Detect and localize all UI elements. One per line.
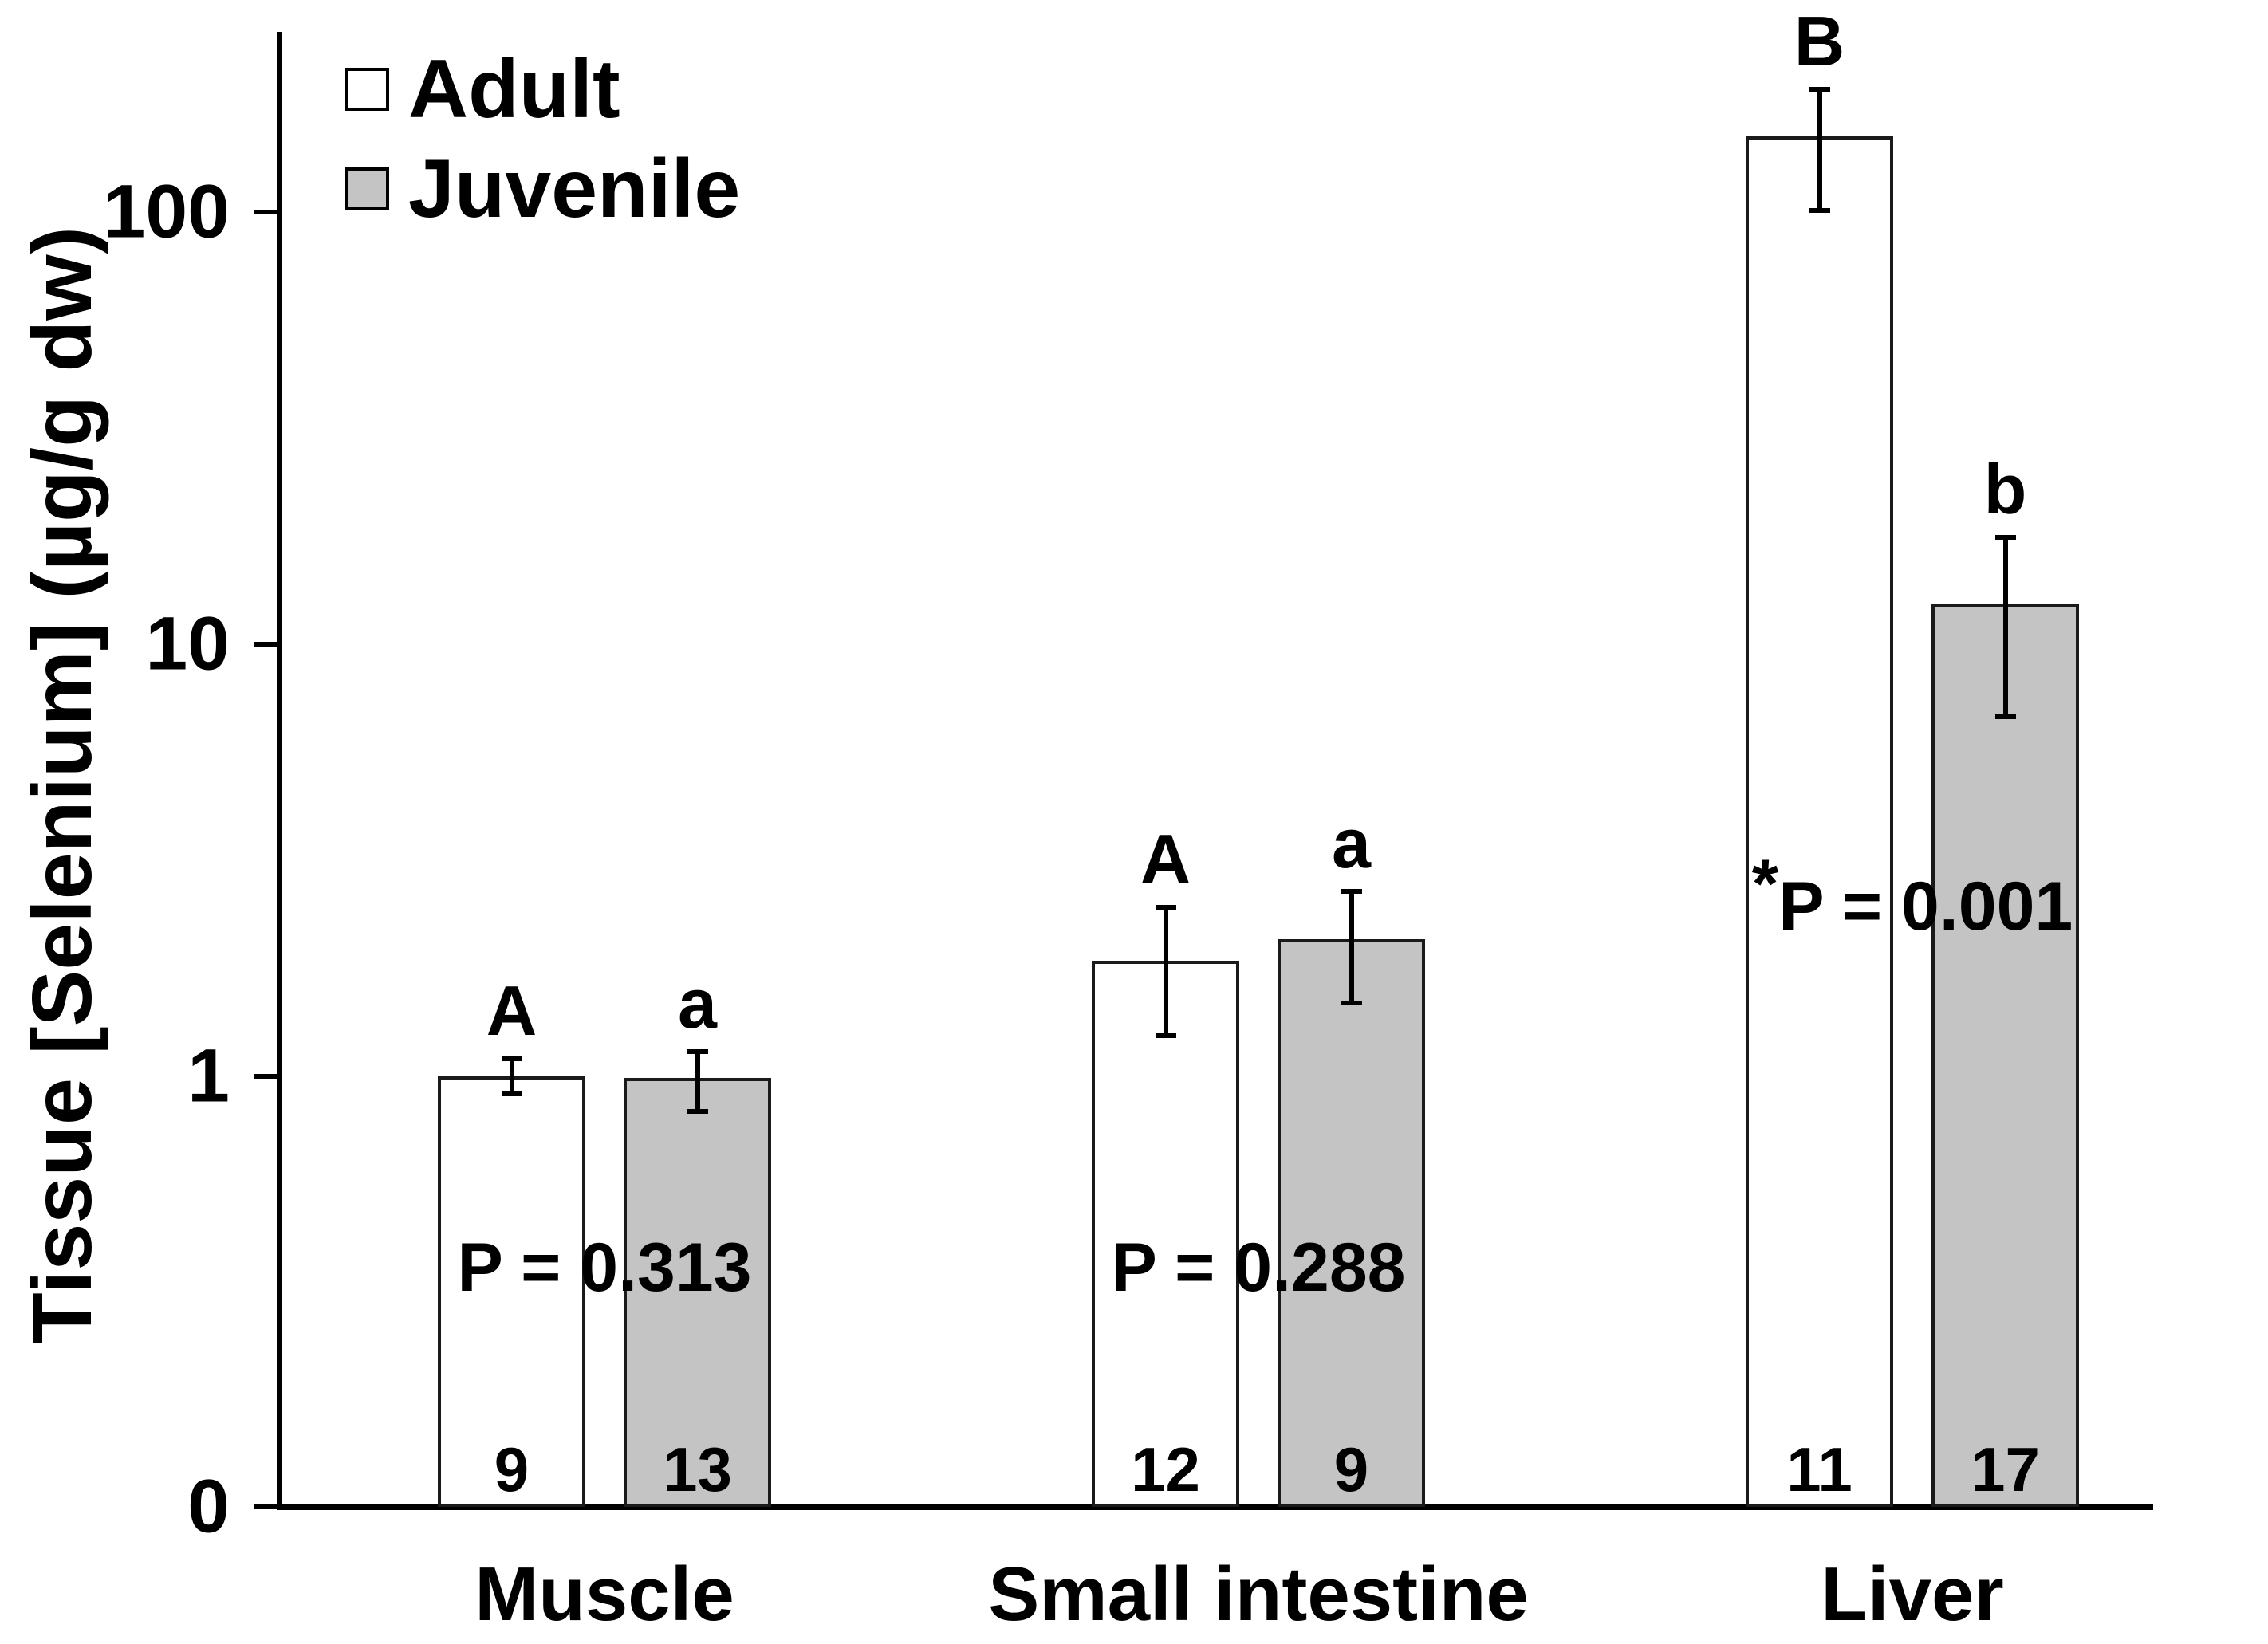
error-bar-cap-top bbox=[1341, 888, 1362, 894]
significance-letter: a bbox=[678, 964, 717, 1044]
p-value-label: P = 0.288 bbox=[1111, 1233, 1405, 1302]
x-category-label: Liver bbox=[1821, 1552, 2004, 1637]
y-tick bbox=[254, 1504, 277, 1509]
legend-swatch-juvenile bbox=[345, 167, 389, 210]
error-bar-cap-bottom bbox=[501, 1091, 522, 1097]
significance-letter: a bbox=[1332, 803, 1371, 883]
bar-adult-1 bbox=[1092, 961, 1239, 1507]
p-value-text: P = 0.001 bbox=[1778, 868, 2073, 945]
y-tick-label: 0 bbox=[187, 1464, 230, 1549]
error-bar-cap-top bbox=[687, 1049, 708, 1055]
bar-adult-2 bbox=[1746, 136, 1893, 1507]
p-value-text: P = 0.313 bbox=[457, 1229, 752, 1306]
significance-letter: A bbox=[1140, 820, 1191, 899]
sample-size: 9 bbox=[494, 1434, 530, 1504]
sample-size: 12 bbox=[1131, 1434, 1200, 1504]
x-category-label: Muscle bbox=[474, 1552, 734, 1637]
sample-size: 11 bbox=[1786, 1434, 1853, 1504]
y-axis-line bbox=[277, 32, 282, 1509]
y-axis-title: Tissue [Selenium] (µg/g dw) bbox=[15, 226, 109, 1344]
bar-juvenile-2 bbox=[1931, 604, 2079, 1507]
error-bar-cap-bottom bbox=[1994, 714, 2016, 719]
significance-letter: b bbox=[1983, 449, 2027, 529]
legend-label-juvenile: Juvenile bbox=[408, 143, 741, 235]
x-category-label: Small intestine bbox=[988, 1552, 1529, 1637]
significance-asterisk: * bbox=[1751, 846, 1779, 922]
error-bar bbox=[1817, 89, 1822, 210]
error-bar-cap-top bbox=[1994, 534, 2016, 540]
sample-size: 13 bbox=[663, 1434, 732, 1504]
error-bar-cap-bottom bbox=[1155, 1033, 1176, 1039]
significance-letter: A bbox=[486, 970, 537, 1050]
sample-size: 9 bbox=[1333, 1434, 1369, 1504]
error-bar bbox=[1163, 907, 1168, 1036]
x-axis-line bbox=[277, 1504, 2153, 1510]
y-tick-label: 1 bbox=[187, 1033, 230, 1119]
y-tick-label: 10 bbox=[145, 601, 230, 686]
error-bar-cap-bottom bbox=[1341, 1000, 1362, 1005]
error-bar-cap-top bbox=[1809, 87, 1830, 92]
p-value-text: P = 0.288 bbox=[1111, 1229, 1406, 1306]
legend-label-adult: Adult bbox=[408, 43, 620, 136]
error-bar bbox=[509, 1058, 514, 1095]
error-bar-cap-top bbox=[501, 1056, 522, 1061]
y-tick bbox=[254, 210, 277, 214]
y-tick-label: 100 bbox=[103, 169, 230, 254]
y-tick bbox=[254, 642, 277, 647]
error-bar-cap-top bbox=[1155, 905, 1176, 910]
error-bar bbox=[695, 1052, 700, 1111]
error-bar bbox=[2002, 537, 2008, 717]
error-bar-cap-bottom bbox=[687, 1108, 708, 1114]
bar-juvenile-0 bbox=[624, 1078, 771, 1507]
error-bar bbox=[1349, 891, 1354, 1003]
significance-letter: B bbox=[1794, 2, 1845, 81]
p-value-label: P = 0.313 bbox=[457, 1233, 751, 1302]
p-value-label: *P = 0.001 bbox=[1752, 850, 2073, 941]
y-tick bbox=[254, 1074, 277, 1079]
bar-juvenile-1 bbox=[1278, 938, 1425, 1507]
sample-size: 17 bbox=[1971, 1434, 2040, 1504]
legend-swatch-adult bbox=[345, 68, 389, 111]
error-bar-cap-bottom bbox=[1809, 207, 1830, 213]
